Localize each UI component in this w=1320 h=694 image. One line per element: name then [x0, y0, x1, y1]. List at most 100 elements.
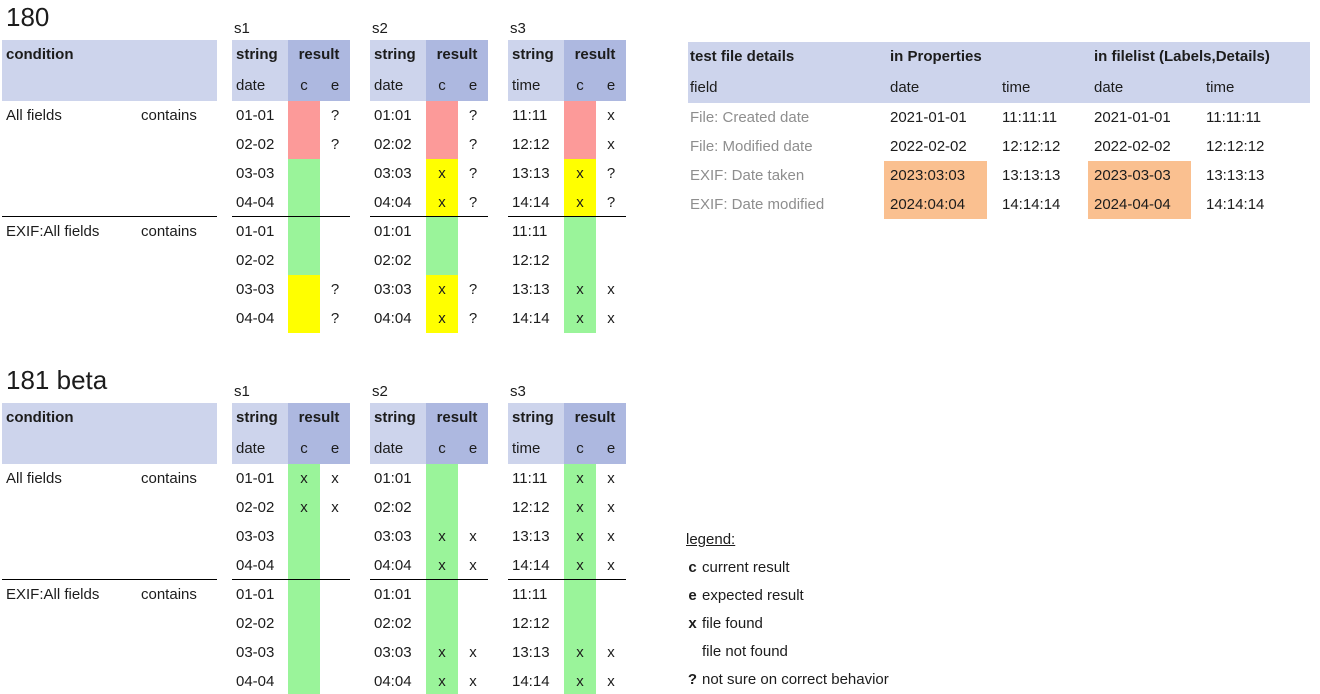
spacer [626, 217, 646, 246]
file-details-header-row-1: test file details in Properties in filel… [688, 42, 1310, 72]
scenario-label-s3: s3 [510, 20, 526, 37]
expected-result-cell [458, 464, 488, 493]
spacer [350, 70, 370, 101]
current-result-cell: x [426, 551, 458, 580]
spacer [488, 522, 508, 551]
spacer [217, 159, 232, 188]
test-string: 14:14 [508, 551, 564, 580]
test-string: 04-04 [232, 188, 288, 217]
legend-marker [686, 638, 699, 666]
test-file-details-table: test file details in Properties in filel… [688, 42, 1310, 219]
test-string: 14:14 [512, 673, 550, 690]
subfield-header: time [508, 433, 564, 464]
spacer [217, 580, 232, 609]
expected-result-cell [320, 217, 350, 246]
condition-operator: contains [141, 470, 197, 487]
condition-name: All fields [6, 470, 62, 487]
expected-result-cell [458, 246, 488, 275]
spacer [217, 667, 232, 694]
current-result-cell [288, 551, 320, 580]
test-string: 03:03 [374, 281, 412, 298]
filelist-date: 2024-04-04 [1088, 190, 1200, 219]
result-header: result [564, 403, 626, 433]
current-result-cell [564, 130, 596, 159]
current-result-cell [426, 246, 458, 275]
properties-date: 2023:03:03 [884, 161, 996, 190]
current-result-cell [564, 580, 596, 609]
condition-name [2, 130, 139, 159]
spacer [217, 304, 232, 333]
string-header: string [508, 40, 564, 70]
filelist-time: 12:12:12 [1206, 138, 1265, 155]
spacer [488, 101, 508, 130]
header-row-2: date c e date c e time c e [2, 70, 646, 101]
expected-result-cell: x [607, 107, 615, 124]
spacer [217, 433, 232, 464]
spacer [350, 217, 370, 246]
expected-result-cell: x [331, 470, 339, 487]
spacer [488, 464, 508, 493]
condition-name [2, 638, 139, 667]
spacer [350, 551, 370, 580]
condition-header: condition [2, 403, 217, 433]
expected-result-cell [320, 522, 350, 551]
expected-result-cell [458, 217, 488, 246]
condition-operator [139, 522, 217, 551]
spacer [626, 275, 646, 304]
expected-result-cell: x [458, 551, 488, 580]
expected-result-cell: x [607, 470, 615, 487]
section-title: 180 [6, 2, 50, 32]
spacer [626, 40, 646, 70]
test-string: 02-02 [236, 252, 275, 269]
test-string: 13:13 [512, 281, 550, 298]
expected-result-cell [320, 188, 350, 217]
current-result-cell [288, 522, 320, 551]
legend-text: file found [702, 615, 763, 632]
spacer [488, 70, 508, 101]
test-string: 01:01 [374, 107, 412, 124]
condition-operator [139, 304, 217, 333]
string-header: string [370, 40, 426, 70]
result-header: result [564, 40, 626, 70]
legend-item: ? not sure on correct behavior [686, 666, 889, 694]
test-string: 01:01 [374, 470, 412, 487]
condition-header: condition [2, 40, 217, 70]
expected-result-cell: ? [596, 188, 626, 217]
current-result-cell [426, 130, 458, 159]
current-result-cell: x [564, 522, 596, 551]
result-header: result [288, 403, 350, 433]
spacer [488, 551, 508, 580]
spacer [350, 464, 370, 493]
expected-result-cell: ? [330, 136, 340, 153]
spacer [488, 609, 508, 638]
expected-result-cell: ? [606, 165, 616, 182]
c-header: c [564, 433, 596, 464]
spacer [217, 275, 232, 304]
test-string: 01-01 [236, 107, 275, 124]
string-header: string [508, 403, 564, 433]
spacer [488, 130, 508, 159]
test-string: 13:13 [512, 528, 550, 545]
filelist-time: 11:11:11 [1206, 109, 1262, 126]
result-header: result [288, 40, 350, 70]
current-result-cell: x [564, 188, 596, 217]
current-result-cell: x [426, 667, 458, 694]
file-details-row: EXIF: Date taken 2023:03:03 13:13:13 2023-0… [688, 161, 1310, 190]
in-properties-header: in Properties [884, 42, 1088, 72]
spacer [488, 433, 508, 464]
condition-name [2, 275, 139, 304]
spacer [217, 551, 232, 580]
spacer [350, 304, 370, 333]
test-string: 12:12 [512, 136, 550, 153]
spacer [626, 493, 646, 522]
table-row: All fields contains 01-01? 01:01? 11:11 x [2, 101, 646, 130]
current-result-cell [288, 609, 320, 638]
field-name: File: Created date [690, 109, 810, 126]
expected-result-cell [320, 667, 350, 694]
current-result-cell [288, 304, 320, 333]
spacer [488, 580, 508, 609]
expected-result-cell [320, 638, 350, 667]
filelist-time: 14:14:14 [1206, 196, 1265, 213]
file-details-row: File: Created date 2021-01-01 11:11:11 2021… [688, 103, 1310, 132]
expected-result-cell: x [607, 499, 615, 516]
